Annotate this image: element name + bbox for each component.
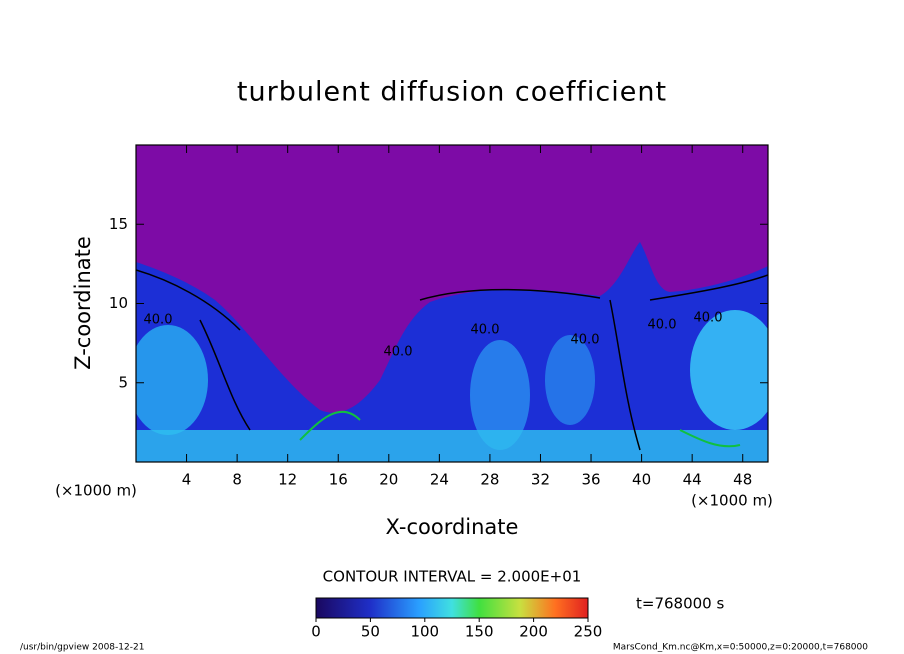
x-tick-label: 36 xyxy=(581,471,600,489)
x-tick-label: 28 xyxy=(480,471,499,489)
chart-title: turbulent diffusion coefficient xyxy=(237,77,667,108)
footer-left: /usr/bin/gpview 2008-12-21 xyxy=(20,643,144,653)
x-tick-label: 8 xyxy=(232,471,242,489)
y-axis-title: Z-coordinate xyxy=(71,236,95,370)
contour-label: 40.0 xyxy=(384,345,413,360)
field-region xyxy=(470,340,530,450)
x-tick-label: 12 xyxy=(278,471,297,489)
y-tick-label: 5 xyxy=(118,373,128,391)
field xyxy=(136,145,768,462)
field-region xyxy=(136,325,208,435)
x-tick-label: 24 xyxy=(430,471,449,489)
colorbar-tick-label: 200 xyxy=(519,623,548,641)
contour-label: 40.0 xyxy=(694,311,723,326)
contour-label: 40.0 xyxy=(648,318,677,333)
contour-label: 40.0 xyxy=(571,333,600,348)
x-tick-label: 20 xyxy=(379,471,398,489)
time-label: t=768000 s xyxy=(636,595,724,613)
contour-label: 40.0 xyxy=(471,323,500,338)
x-tick-label: 4 xyxy=(182,471,192,489)
contour-line xyxy=(136,269,768,451)
x-tick-label: 44 xyxy=(683,471,702,489)
field-region xyxy=(545,335,595,425)
x-unit-label: (×1000 m) xyxy=(55,482,137,500)
colorbar xyxy=(315,597,589,619)
contour-label: 40.0 xyxy=(144,313,173,328)
field-region xyxy=(136,242,768,462)
x-tick-label: 32 xyxy=(531,471,550,489)
colorbar-tick-label: 100 xyxy=(410,623,439,641)
colorbar-tick-label: 0 xyxy=(311,623,321,641)
x-tick-label: 48 xyxy=(733,471,752,489)
field-region xyxy=(690,310,768,430)
x-axis-title: X-coordinate xyxy=(386,515,519,539)
colorbar-tick-label: 150 xyxy=(465,623,494,641)
x-tick-label: 40 xyxy=(632,471,651,489)
x-tick-label: 16 xyxy=(329,471,348,489)
colorbar-tick-label: 250 xyxy=(574,623,603,641)
footer-right: MarsCond_Km.nc@Km,x=0:50000,z=0:20000,t=… xyxy=(613,643,868,653)
y-tick-label: 15 xyxy=(109,215,128,233)
y-tick-label: 10 xyxy=(109,294,128,312)
x-unit-label: (×1000 m) xyxy=(691,492,773,510)
colorbar-tick-label: 50 xyxy=(361,623,380,641)
contour-interval: CONTOUR INTERVAL = 2.000E+01 xyxy=(323,568,582,586)
field-region xyxy=(136,430,768,462)
contour-line xyxy=(299,410,741,448)
